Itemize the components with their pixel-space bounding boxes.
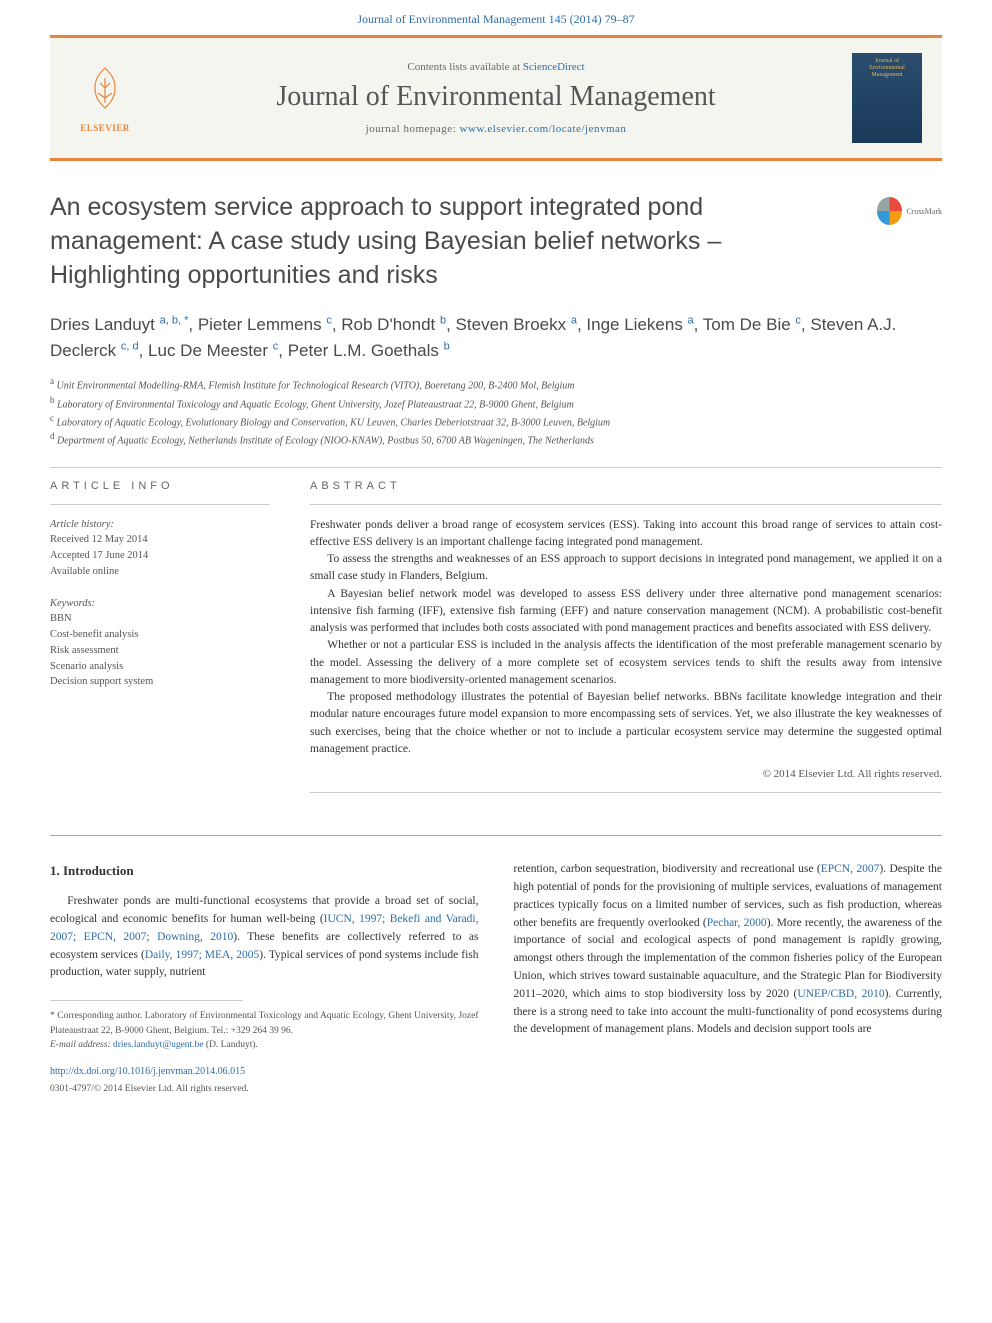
full-divider xyxy=(50,835,942,836)
divider xyxy=(50,467,942,468)
issn-copyright: 0301-4797/© 2014 Elsevier Ltd. All right… xyxy=(50,1082,479,1097)
keyword: Scenario analysis xyxy=(50,659,270,675)
contents-line: Contents lists available at ScienceDirec… xyxy=(140,61,852,73)
doi-line: http://dx.doi.org/10.1016/j.jenvman.2014… xyxy=(50,1064,479,1080)
header-center: Contents lists available at ScienceDirec… xyxy=(140,61,852,135)
available-online: Available online xyxy=(50,564,270,580)
homepage-line: journal homepage: www.elsevier.com/locat… xyxy=(140,123,852,135)
corresponding-text: * Corresponding author. Laboratory of En… xyxy=(50,1009,479,1038)
crossmark-label: CrossMark xyxy=(906,207,942,216)
email-link[interactable]: dries.landuyt@ugent.be xyxy=(113,1040,204,1050)
affiliation-d: d Department of Aquatic Ecology, Netherl… xyxy=(50,430,942,448)
cover-text: Journal of Environmental Management xyxy=(857,58,917,80)
affiliation-b: b Laboratory of Environmental Toxicology… xyxy=(50,394,942,412)
affiliations: a Unit Environmental Modelling-RMA, Flem… xyxy=(50,375,942,448)
doi-link[interactable]: http://dx.doi.org/10.1016/j.jenvman.2014… xyxy=(50,1066,245,1077)
intro-para-1: Freshwater ponds are multi-functional ec… xyxy=(50,893,479,982)
email-line: E-mail address: dries.landuyt@ugent.be (… xyxy=(50,1038,479,1052)
keyword: BBN xyxy=(50,611,270,627)
sciencedirect-link[interactable]: ScienceDirect xyxy=(523,61,585,73)
intro-para-2: retention, carbon sequestration, biodive… xyxy=(514,861,943,1039)
article-title: An ecosystem service approach to support… xyxy=(50,191,857,292)
elsevier-tree-icon xyxy=(85,63,125,123)
journal-name: Journal of Environmental Management xyxy=(140,81,852,113)
journal-citation-link[interactable]: Journal of Environmental Management 145 … xyxy=(0,0,992,35)
received-date: Received 12 May 2014 xyxy=(50,532,270,548)
abstract-column: ABSTRACT Freshwater ponds deliver a broa… xyxy=(310,480,942,806)
footnote-divider xyxy=(50,1000,243,1001)
article-history: Article history: Received 12 May 2014 Ac… xyxy=(50,517,270,580)
crossmark-badge[interactable]: CrossMark xyxy=(877,191,942,231)
intro-heading: 1. Introduction xyxy=(50,861,479,881)
contents-prefix: Contents lists available at xyxy=(407,61,522,73)
article-info-header: ARTICLE INFO xyxy=(50,480,270,492)
body-two-column: 1. Introduction Freshwater ponds are mul… xyxy=(50,861,942,1096)
article-info-column: ARTICLE INFO Article history: Received 1… xyxy=(50,480,270,806)
affiliation-c: c Laboratory of Aquatic Ecology, Evoluti… xyxy=(50,412,942,430)
journal-header: ELSEVIER Contents lists available at Sci… xyxy=(50,38,942,158)
keywords-block: Keywords: BBNCost-benefit analysisRisk a… xyxy=(50,596,270,691)
crossmark-icon xyxy=(877,197,902,225)
abstract-header: ABSTRACT xyxy=(310,480,942,492)
affiliation-a: a Unit Environmental Modelling-RMA, Flem… xyxy=(50,375,942,393)
email-name: (D. Landuyt). xyxy=(206,1040,258,1050)
abstract-paragraph: Freshwater ponds deliver a broad range o… xyxy=(310,517,942,552)
history-label: Article history: xyxy=(50,517,270,533)
header-bar-bottom xyxy=(50,158,942,161)
abstract-paragraph: Whether or not a particular ESS is inclu… xyxy=(310,637,942,689)
authors-list: Dries Landuyt a, b, *, Pieter Lemmens c,… xyxy=(50,312,942,363)
email-label: E-mail address: xyxy=(50,1040,111,1050)
elsevier-label: ELSEVIER xyxy=(80,123,130,133)
homepage-link[interactable]: www.elsevier.com/locate/jenvman xyxy=(460,123,627,135)
keyword: Risk assessment xyxy=(50,643,270,659)
keyword: Cost-benefit analysis xyxy=(50,627,270,643)
homepage-prefix: journal homepage: xyxy=(366,123,460,135)
abstract-text: Freshwater ponds deliver a broad range o… xyxy=(310,517,942,759)
abstract-paragraph: The proposed methodology illustrates the… xyxy=(310,689,942,758)
accepted-date: Accepted 17 June 2014 xyxy=(50,548,270,564)
abstract-paragraph: A Bayesian belief network model was deve… xyxy=(310,586,942,638)
corresponding-author-footnote: * Corresponding author. Laboratory of En… xyxy=(50,1009,479,1052)
column-left: 1. Introduction Freshwater ponds are mul… xyxy=(50,861,479,1096)
abstract-paragraph: To assess the strengths and weaknesses o… xyxy=(310,551,942,586)
journal-cover-thumbnail[interactable]: Journal of Environmental Management xyxy=(852,53,922,143)
keywords-label: Keywords: xyxy=(50,596,270,612)
abstract-copyright: © 2014 Elsevier Ltd. All rights reserved… xyxy=(310,768,942,780)
elsevier-logo[interactable]: ELSEVIER xyxy=(70,53,140,143)
column-right: retention, carbon sequestration, biodive… xyxy=(514,861,943,1096)
keyword: Decision support system xyxy=(50,674,270,690)
